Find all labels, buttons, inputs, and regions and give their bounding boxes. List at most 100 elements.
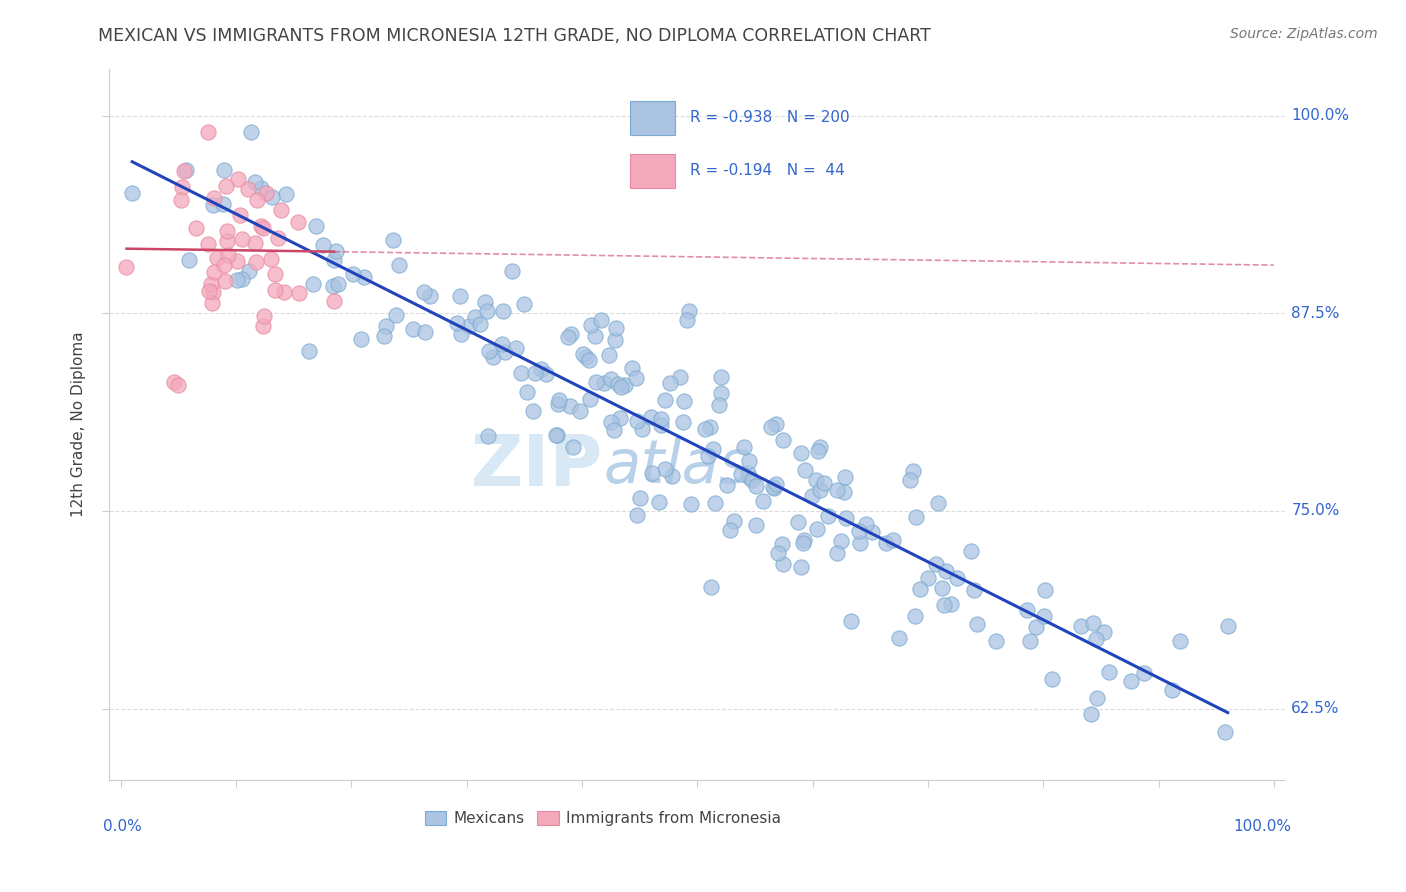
Point (1098, 665, 1121, 679)
Point (260, 252, 283, 266)
Point (172, 179, 194, 194)
Point (412, 285, 434, 299)
Point (744, 517, 766, 532)
Point (693, 422, 716, 436)
Point (477, 429, 499, 443)
Point (963, 582, 986, 597)
Text: atlas: atlas (603, 437, 751, 496)
Point (935, 564, 957, 578)
Point (875, 535, 897, 549)
Point (353, 270, 375, 285)
Point (1081, 616, 1104, 631)
Point (650, 412, 672, 426)
Point (468, 317, 491, 331)
Point (648, 495, 671, 509)
Point (475, 304, 498, 318)
Point (959, 544, 981, 558)
Point (804, 473, 827, 487)
Legend: Mexicans, Immigrants from Micronesia: Mexicans, Immigrants from Micronesia (419, 805, 787, 832)
Point (446, 316, 468, 330)
Point (177, 253, 200, 268)
Point (548, 392, 571, 407)
Point (215, 235, 238, 249)
Point (904, 609, 927, 624)
Point (215, 224, 238, 238)
Point (225, 273, 247, 287)
Point (1015, 603, 1038, 617)
Point (513, 297, 536, 311)
Text: 100.0%: 100.0% (1291, 109, 1350, 123)
Point (197, 125, 219, 139)
Point (801, 489, 824, 503)
Point (174, 162, 197, 177)
Point (494, 345, 516, 359)
Point (501, 264, 523, 278)
Point (672, 393, 695, 408)
Point (681, 497, 703, 511)
Point (931, 581, 953, 595)
Point (373, 329, 395, 343)
Point (849, 536, 872, 550)
Point (925, 557, 948, 571)
Point (1080, 706, 1102, 721)
Point (204, 191, 226, 205)
Point (200, 277, 222, 291)
Point (661, 469, 683, 483)
Point (793, 533, 815, 548)
Text: 0.0%: 0.0% (103, 819, 142, 834)
Point (790, 560, 813, 574)
Point (770, 537, 793, 551)
Point (184, 221, 207, 235)
Point (449, 289, 471, 303)
Point (703, 496, 725, 510)
Point (1085, 632, 1108, 646)
Point (254, 186, 277, 200)
Point (841, 615, 863, 629)
Point (238, 182, 260, 196)
Point (832, 484, 855, 499)
Point (605, 321, 627, 335)
Point (1070, 619, 1092, 633)
Point (794, 463, 817, 477)
Point (231, 272, 253, 286)
Point (492, 303, 515, 318)
Point (710, 385, 733, 400)
Point (212, 163, 235, 178)
Point (167, 377, 190, 392)
Point (640, 410, 662, 425)
Point (478, 344, 501, 359)
Point (569, 404, 592, 418)
Point (762, 480, 785, 494)
Point (585, 375, 607, 389)
Point (325, 244, 347, 258)
Point (243, 236, 266, 251)
Point (270, 203, 292, 218)
Point (603, 423, 626, 437)
Point (260, 190, 283, 204)
Point (898, 473, 921, 487)
Point (966, 617, 988, 632)
Point (787, 515, 810, 529)
Point (654, 392, 676, 407)
Point (589, 313, 612, 327)
Point (229, 209, 252, 223)
Point (707, 398, 730, 412)
Point (678, 304, 700, 318)
Point (709, 369, 731, 384)
Point (523, 366, 546, 380)
Point (806, 522, 828, 536)
Point (583, 329, 606, 343)
Point (766, 546, 789, 560)
Point (273, 285, 295, 299)
Text: 62.5%: 62.5% (1291, 701, 1340, 716)
Point (600, 371, 623, 385)
Point (505, 341, 527, 355)
Point (762, 482, 785, 496)
Point (808, 483, 831, 497)
Point (700, 580, 723, 594)
Point (932, 599, 955, 613)
Point (752, 494, 775, 508)
Point (1092, 625, 1115, 640)
Point (516, 384, 538, 399)
Point (226, 172, 249, 186)
